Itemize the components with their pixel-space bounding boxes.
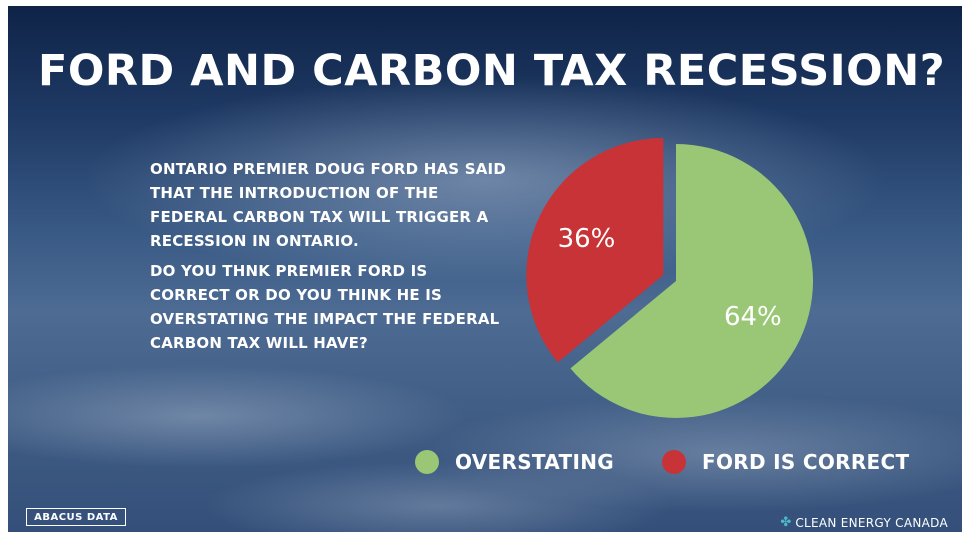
legend-item-overstating: OVERSTATING xyxy=(415,450,614,474)
pie-label-ford-is-correct: 36% xyxy=(558,224,616,254)
pie-chart: 64% 36% xyxy=(526,138,814,419)
cec-logo-icon: ✤ xyxy=(780,515,792,530)
abacus-data-logo-text: ABACUS DATA xyxy=(34,511,118,523)
legend-item-ford-is-correct: FORD IS CORRECT xyxy=(662,450,909,474)
legend-swatch-overstating xyxy=(415,450,439,474)
pie-slice-ford-is-correct xyxy=(526,138,664,363)
slide: FORD AND CARBON TAX RECESSION? ONTARIO P… xyxy=(8,6,962,532)
legend-label-overstating: OVERSTATING xyxy=(455,450,614,474)
clean-energy-canada-logo: ✤ CLEAN ENERGY CANADA xyxy=(780,515,948,530)
pie-label-overstating: 64% xyxy=(724,302,782,332)
legend-swatch-ford-is-correct xyxy=(662,450,686,474)
slide-title: FORD AND CARBON TAX RECESSION? xyxy=(38,46,946,96)
clean-energy-canada-logo-text: CLEAN ENERGY CANADA xyxy=(795,515,948,530)
legend-label-ford-is-correct: FORD IS CORRECT xyxy=(702,450,910,474)
question-paragraph: DO YOU THNK PREMIER FORD IS CORRECT OR D… xyxy=(150,262,500,352)
intro-paragraph: ONTARIO PREMIER DOUG FORD HAS SAID THAT … xyxy=(150,160,506,250)
abacus-data-logo: ABACUS DATA xyxy=(26,508,126,526)
pie-slice-overstating xyxy=(570,144,814,419)
